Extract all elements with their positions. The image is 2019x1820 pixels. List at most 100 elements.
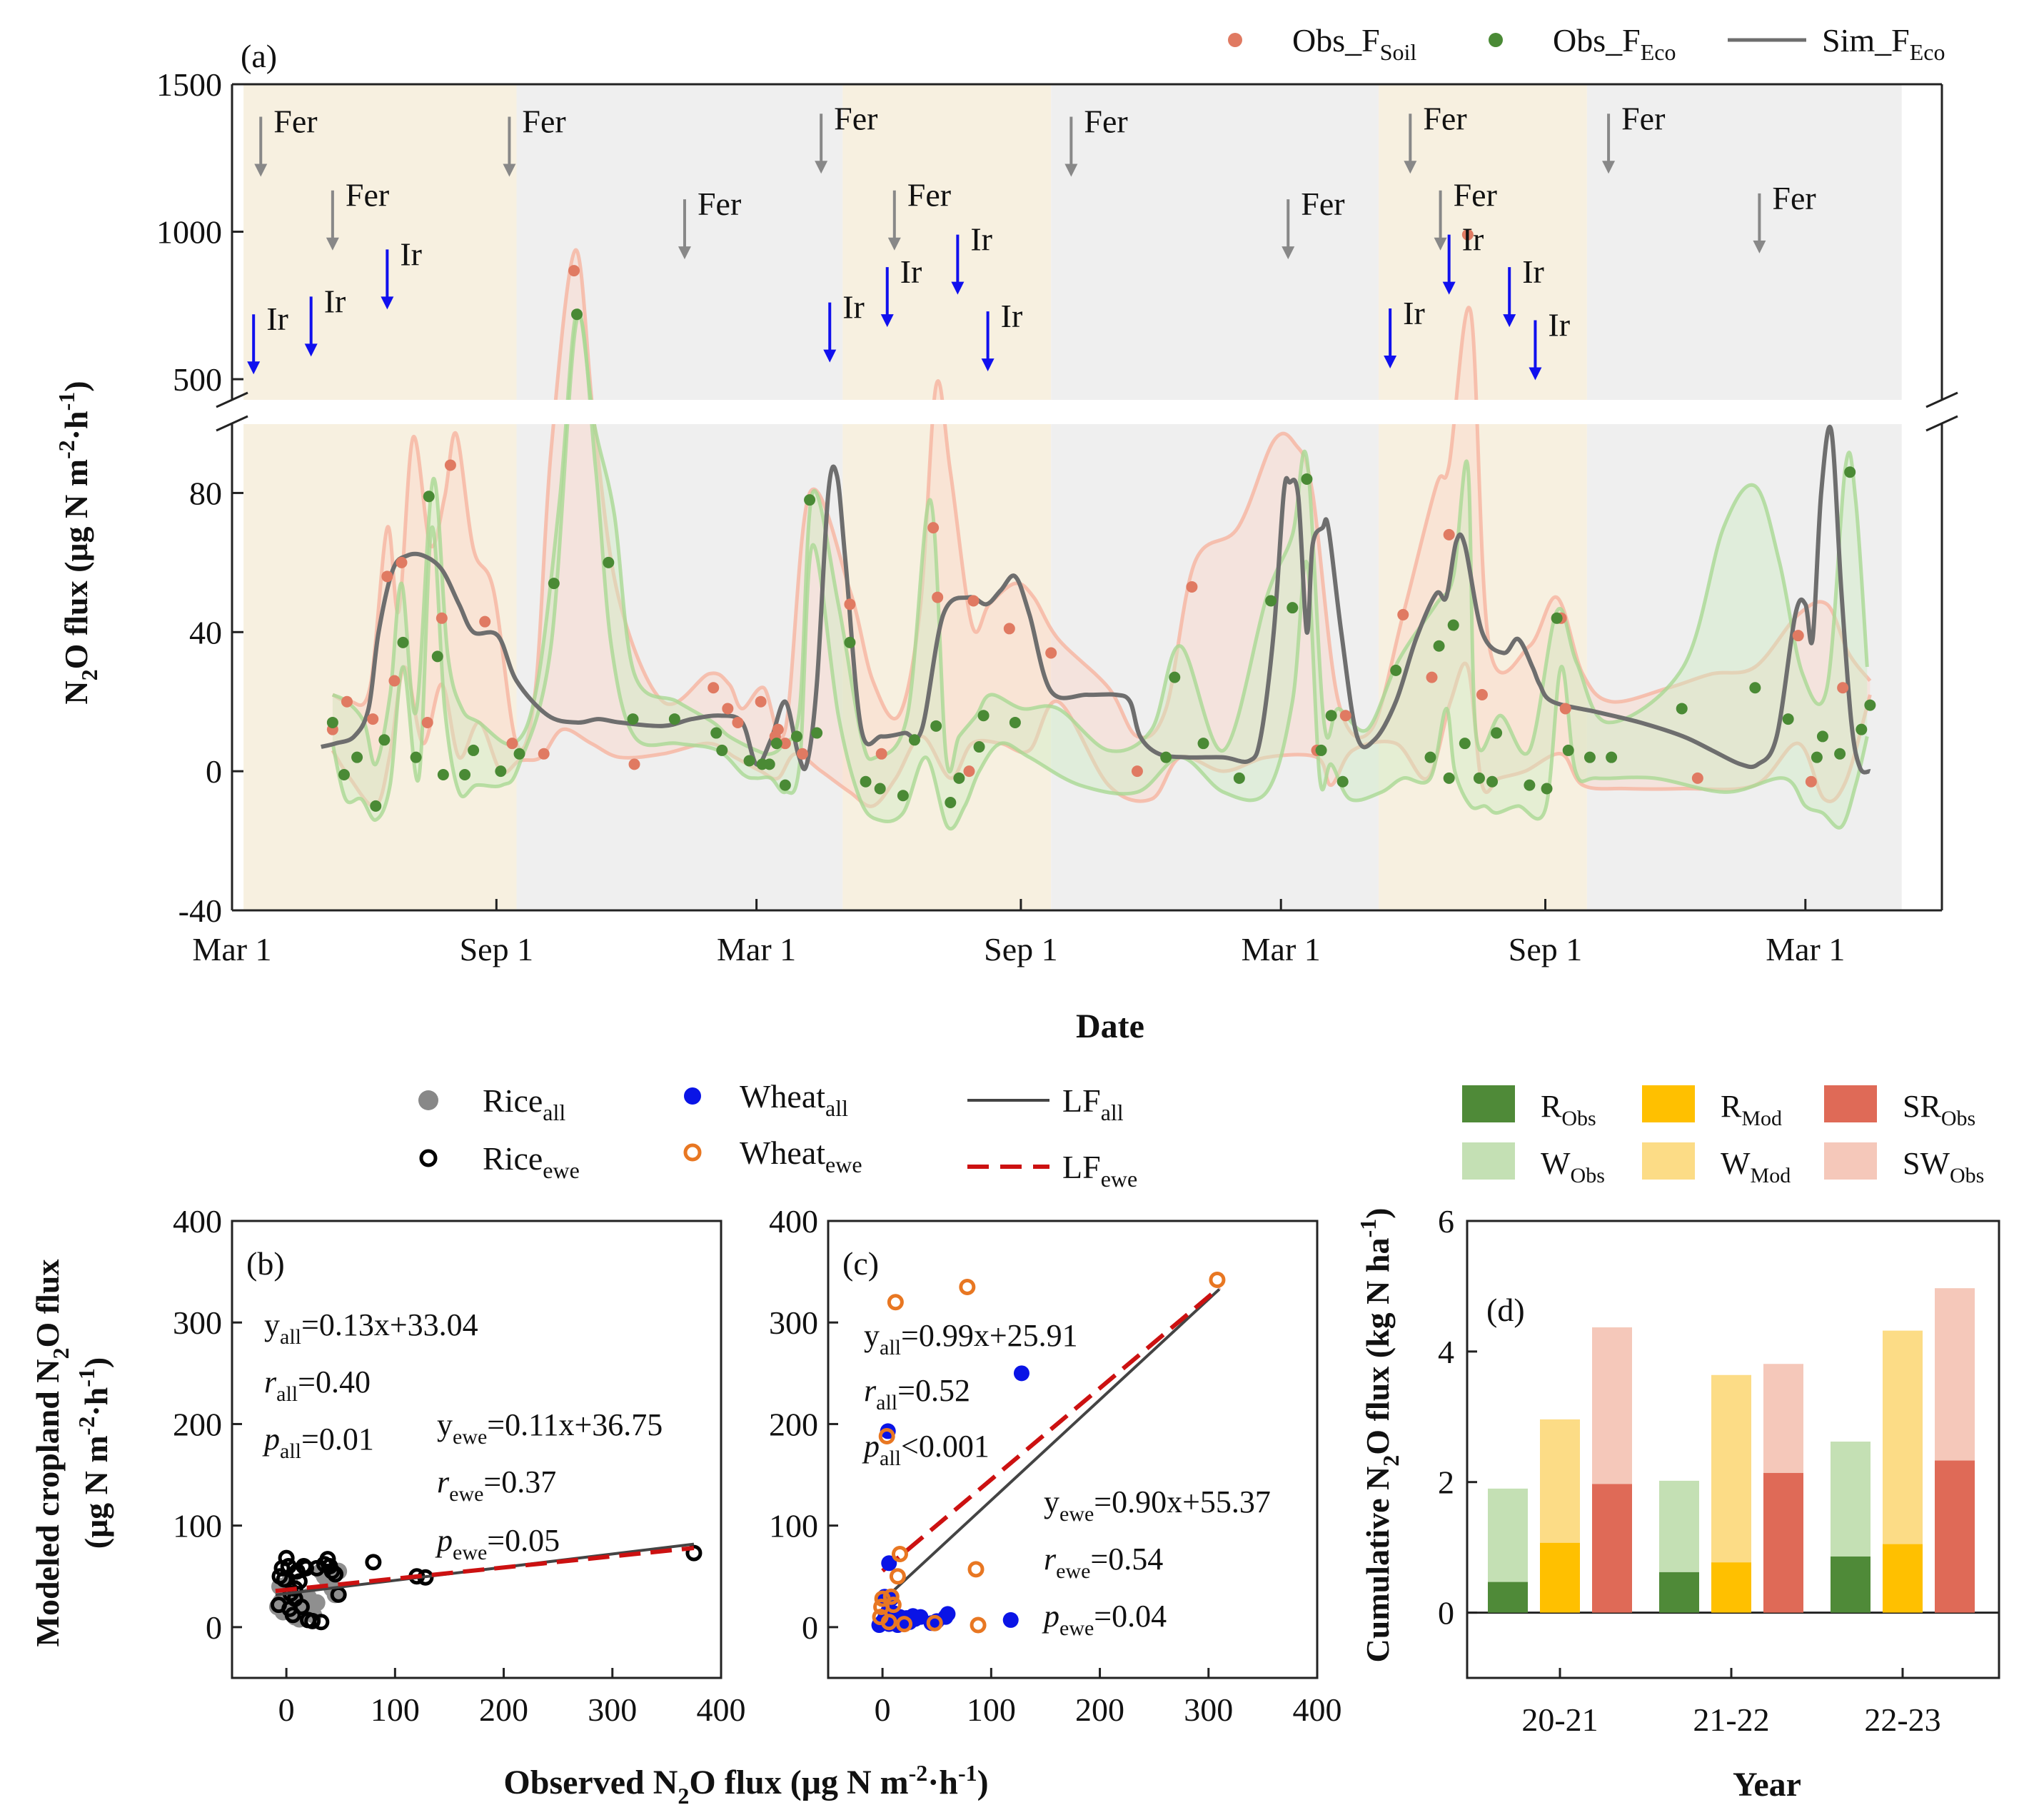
xtick-label: 20-21: [1521, 1701, 1598, 1738]
obs-eco-point: [908, 734, 920, 746]
ytick-label: 200: [769, 1406, 818, 1442]
a-xtick-label: Sep 1: [1509, 931, 1583, 967]
legend-rice-ewe: Riceewe: [483, 1140, 580, 1183]
fer-arrow-head: [1434, 237, 1447, 251]
bar-rice-segment: [1935, 1460, 1975, 1613]
wheat-ewe-point: [878, 1428, 895, 1445]
panel-a-ylabel: N2O flux (μg N m-2·h-1): [54, 381, 102, 704]
obs-eco-point: [1834, 748, 1846, 760]
ir-arrow-head: [880, 314, 894, 328]
plot-frame: [827, 1220, 1319, 1679]
axis-break-mark: [1925, 391, 1958, 408]
ir-label: Ir: [1001, 298, 1023, 334]
fer-label: Fer: [1621, 100, 1665, 136]
obs-eco-point: [716, 744, 728, 756]
obs-soil-point: [967, 595, 980, 607]
obs-soil-point: [628, 758, 640, 770]
ytick-label: 0: [206, 1609, 222, 1646]
obs-eco-point: [1486, 775, 1499, 788]
panel-d-xlabel: Year: [1733, 1766, 1801, 1804]
obs-soil-point: [1476, 688, 1488, 700]
obs-soil-point: [1131, 765, 1143, 778]
obs-eco-point: [977, 710, 990, 722]
bar-wheat-segment: [1659, 1480, 1699, 1572]
obs-soil-point: [1461, 228, 1474, 241]
bar-rice-segment: [1540, 1542, 1580, 1613]
obs-eco-point: [1233, 772, 1245, 784]
a-ytick-label: 500: [173, 361, 222, 398]
obs-eco-point: [945, 796, 957, 808]
obs-eco-point: [1864, 699, 1876, 711]
axis-break-mark: [1925, 415, 1958, 432]
fer-label: Fer: [1454, 177, 1497, 213]
obs-eco-point: [1301, 473, 1313, 485]
wheat-ewe-point: [896, 1616, 913, 1633]
obs-soil-point: [755, 695, 767, 708]
ir-arrow-head: [981, 358, 995, 372]
fer-label: Fer: [907, 177, 951, 213]
obs-soil-point: [1186, 580, 1198, 593]
fer-label: Fer: [273, 103, 317, 139]
bar-rice-segment: [1711, 1562, 1751, 1613]
ytick-label: 2: [1438, 1464, 1454, 1501]
obs-soil-point: [367, 713, 379, 725]
svg-text:pall<0.001: pall<0.001: [862, 1429, 990, 1470]
ir-label: Ir: [324, 283, 346, 319]
ir-label: Ir: [1548, 306, 1570, 343]
obs-eco-point: [897, 790, 909, 802]
legend-rice-ewe-marker: [419, 1149, 438, 1167]
ir-label: Ir: [400, 236, 422, 272]
obs-eco-point: [1562, 744, 1574, 756]
obs-eco-point: [370, 800, 382, 812]
panel-c-eq-ewe: yewe=0.90x+55.37 rewe=0.54 pewe=0.04: [1042, 1484, 1271, 1640]
panel-a-legend: Obs_FSoil Obs_FEco Sim_FEco: [1228, 22, 1945, 65]
ytick-label: 200: [173, 1406, 222, 1442]
panel-b-plot: 0 0 100 100 200 200 300 300 400 400: [173, 1203, 746, 1728]
panel-b-label: (b): [246, 1245, 285, 1282]
a-ytick-label: 80: [189, 475, 222, 511]
ir-arrow-head: [1442, 281, 1456, 295]
obs-eco-point: [1287, 602, 1299, 614]
obs-soil-point: [963, 765, 975, 778]
plot-frame: [231, 1220, 722, 1679]
legend-swatch-SR_obs: [1824, 1085, 1877, 1122]
wheat-ewe-point: [885, 1597, 902, 1614]
obs-soil-point: [1426, 671, 1438, 683]
svg-text:pewe=0.04: pewe=0.04: [1042, 1599, 1167, 1640]
bar-rice-segment: [1488, 1582, 1528, 1613]
svg-text:yall=0.99x+25.91: yall=0.99x+25.91: [864, 1318, 1078, 1359]
ytick-label: 0: [1438, 1595, 1454, 1632]
obs-soil-point: [568, 265, 580, 277]
season-shading: [243, 84, 1902, 910]
xtick-label: 21-22: [1693, 1701, 1769, 1738]
obs-soil-point: [1045, 647, 1057, 659]
fer-arrow-head: [1282, 246, 1295, 260]
panel-c: 0 0 100 100 200 200 300 300 400 400 (c) yall=0.99…: [769, 1203, 1342, 1728]
obs-eco-point: [710, 727, 722, 739]
axis-break-gap: [227, 400, 1948, 424]
a-ytick-label: -40: [178, 893, 222, 929]
obs-eco-point: [1433, 640, 1445, 652]
ir-arrow-head: [304, 343, 318, 357]
legend-rice-all-marker: [418, 1090, 438, 1110]
xtick-label: 300: [1184, 1691, 1233, 1728]
ir-label: Ir: [970, 221, 992, 258]
obs-soil-point: [538, 748, 550, 760]
obs-eco-point: [844, 636, 856, 648]
panel-bc-xlabel: Observed N2O flux (μg N m-2·h-1): [503, 1760, 988, 1809]
fer-arrow-head: [678, 246, 691, 260]
fer-arrow-head: [254, 164, 268, 177]
obs-eco-point: [1424, 751, 1436, 763]
wheat-all-point: [940, 1606, 956, 1622]
ir-label: Ir: [842, 289, 865, 326]
obs-eco-point: [431, 650, 443, 663]
season-rice-0: [243, 84, 517, 910]
obs-eco-point: [860, 775, 872, 788]
xtick-label: 400: [1293, 1691, 1342, 1728]
ytick-label: 100: [173, 1508, 222, 1544]
legend-wheat-ewe-marker: [683, 1143, 702, 1162]
fer-label: Fer: [834, 100, 877, 136]
svg-text:rall=0.40: rall=0.40: [264, 1364, 371, 1406]
panel-bc-legend: Riceall Riceewe Wheatall Wheatewe LFall …: [418, 1078, 1137, 1192]
xtick-label: 200: [479, 1691, 528, 1728]
